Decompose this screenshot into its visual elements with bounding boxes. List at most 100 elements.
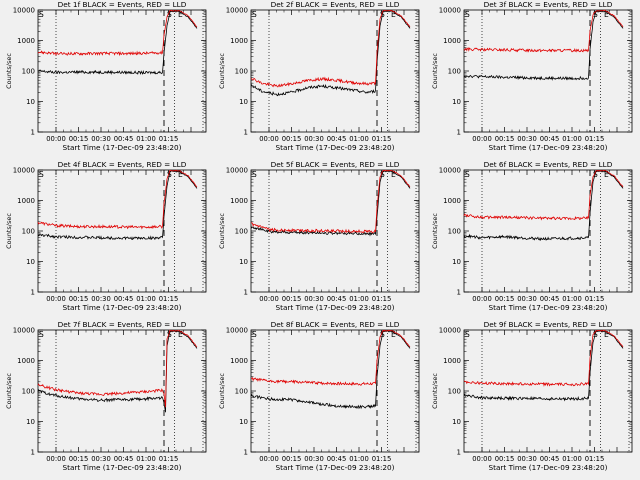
x-axis-label: Start Time (17-Dec-09 23:48:20) (62, 463, 181, 472)
y-tick-label: 100 (448, 228, 461, 236)
x-tick-label: 00:30 (91, 455, 111, 463)
y-tick-label: 1 (31, 289, 35, 297)
x-tick-label: 00:00 (46, 295, 66, 303)
y-tick-label: 100 (235, 388, 248, 396)
x-tick-label: 00:00 (46, 135, 66, 143)
marker-s-label: S (252, 10, 257, 19)
plot-frame (463, 169, 633, 293)
x-tick-label: 01:15 (585, 455, 605, 463)
x-tick-label: 01:15 (585, 295, 605, 303)
x-tick-label: 01:00 (349, 295, 369, 303)
y-tick-label: 1 (244, 289, 248, 297)
marker-e-label: E (604, 330, 609, 339)
y-tick-label: 100 (235, 228, 248, 236)
y-axis-label: Counts/sec (5, 373, 13, 409)
y-tick-label: 10 (452, 418, 461, 426)
detector-panel: Det 7f BLACK = Events, RED = LLD 1 10 100 10… (0, 320, 213, 480)
x-tick-label: 00:45 (540, 295, 560, 303)
series-lld-line (251, 329, 411, 386)
y-tick-label: 1000 (230, 357, 248, 365)
series-events-line (250, 170, 411, 237)
x-tick-label: 01:00 (562, 135, 582, 143)
y-tick-label: 10000 (13, 327, 35, 335)
series-events-line (37, 330, 198, 413)
y-tick-label: 10000 (439, 7, 461, 15)
x-tick-label: 01:15 (372, 455, 392, 463)
marker-e-label: E (391, 10, 396, 19)
y-tick-label: 1 (31, 449, 35, 457)
x-axis-label: Start Time (17-Dec-09 23:48:20) (488, 143, 607, 152)
y-tick-label: 10000 (226, 167, 248, 175)
x-tick-label: 01:15 (585, 135, 605, 143)
x-tick-label: 01:15 (159, 455, 179, 463)
y-tick-label: 10 (452, 98, 461, 106)
chart-svg: Det 7f BLACK = Events, RED = LLD 1 10 100 10… (5, 320, 207, 472)
plot-frame (37, 169, 207, 293)
series-events-line (250, 330, 411, 410)
y-tick-label: 10000 (439, 167, 461, 175)
y-tick-label: 10 (26, 258, 35, 266)
x-tick-label: 01:15 (159, 135, 179, 143)
x-axis-label: Start Time (17-Dec-09 23:48:20) (62, 143, 181, 152)
x-tick-label: 00:45 (114, 455, 134, 463)
y-axis-label: Counts/sec (218, 213, 226, 249)
y-tick-label: 1 (244, 449, 248, 457)
x-tick-label: 00:00 (472, 455, 492, 463)
x-tick-label: 01:00 (562, 295, 582, 303)
x-tick-label: 00:45 (540, 455, 560, 463)
chart-title: Det 5f BLACK = Events, RED = LLD (271, 160, 400, 169)
x-tick-label: 00:15 (282, 455, 302, 463)
x-tick-label: 01:15 (372, 135, 392, 143)
x-tick-label: 00:15 (69, 295, 89, 303)
x-tick-label: 00:15 (495, 295, 515, 303)
detector-panel: Det 3f BLACK = Events, RED = LLD 1 10 100 10… (426, 0, 639, 160)
chart-svg: Det 9f BLACK = Events, RED = LLD 1 10 100 10… (431, 320, 633, 472)
x-tick-label: 00:00 (259, 455, 279, 463)
marker-e-label: E (391, 170, 396, 179)
x-tick-label: 00:30 (304, 135, 324, 143)
x-tick-label: 00:30 (517, 295, 537, 303)
marker-e-label: E (178, 170, 183, 179)
marker-e-label: E (604, 170, 609, 179)
y-tick-label: 1000 (230, 37, 248, 45)
chart-title: Det 3f BLACK = Events, RED = LLD (484, 0, 613, 9)
y-axis-label: Counts/sec (218, 373, 226, 409)
y-tick-label: 1000 (17, 197, 35, 205)
y-axis-label: Counts/sec (431, 373, 439, 409)
detector-panel: Det 9f BLACK = Events, RED = LLD 1 10 100 10… (426, 320, 639, 480)
chart-svg: Det 8f BLACK = Events, RED = LLD 1 10 100 10… (218, 320, 420, 472)
x-axis-label: Start Time (17-Dec-09 23:48:20) (275, 143, 394, 152)
chart-title: Det 1f BLACK = Events, RED = LLD (58, 0, 187, 9)
detector-panel: Det 1f BLACK = Events, RED = LLD 1 10 100 10… (0, 0, 213, 160)
x-tick-label: 00:00 (46, 455, 66, 463)
y-tick-label: 1000 (443, 357, 461, 365)
y-axis-label: Counts/sec (5, 53, 13, 89)
y-tick-label: 100 (235, 68, 248, 76)
x-tick-label: 00:00 (472, 295, 492, 303)
marker-e-label: E (178, 10, 183, 19)
y-axis-label: Counts/sec (431, 213, 439, 249)
y-tick-label: 100 (448, 68, 461, 76)
x-tick-label: 00:00 (259, 135, 279, 143)
marker-s-label: S (252, 330, 257, 339)
y-tick-label: 10000 (226, 7, 248, 15)
series-events-line (37, 170, 198, 241)
y-tick-label: 10000 (13, 7, 35, 15)
x-tick-label: 01:00 (349, 455, 369, 463)
y-tick-label: 100 (22, 388, 35, 396)
x-tick-label: 00:45 (540, 135, 560, 143)
x-axis-label: Start Time (17-Dec-09 23:48:20) (275, 303, 394, 312)
marker-e-label: E (391, 330, 396, 339)
x-axis-label: Start Time (17-Dec-09 23:48:20) (275, 463, 394, 472)
y-tick-label: 10000 (13, 167, 35, 175)
y-tick-label: 1 (457, 289, 461, 297)
chart-svg: Det 4f BLACK = Events, RED = LLD 1 10 100 10… (5, 160, 207, 312)
marker-s-label: S (252, 170, 257, 179)
y-axis-label: Counts/sec (5, 213, 13, 249)
chart-title: Det 2f BLACK = Events, RED = LLD (271, 0, 400, 9)
series-events-line (37, 10, 198, 75)
y-tick-label: 1 (244, 129, 248, 137)
x-tick-label: 01:00 (136, 295, 156, 303)
x-tick-label: 00:30 (304, 455, 324, 463)
y-tick-label: 100 (448, 388, 461, 396)
